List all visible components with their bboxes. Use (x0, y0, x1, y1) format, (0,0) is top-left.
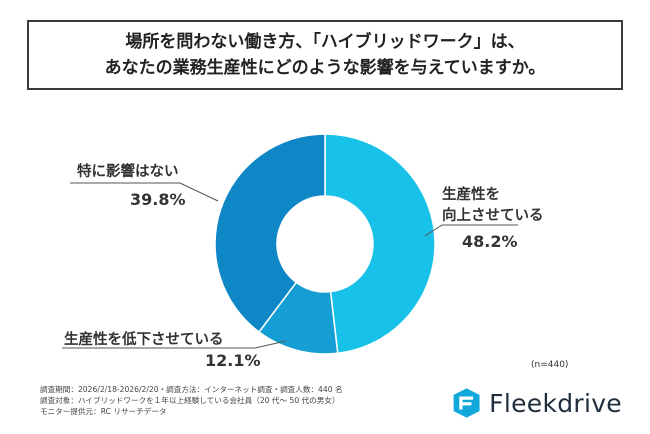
footnote-target: 調査対象：ハイブリッドワークを１年以上経験している会社員（20 代〜 50 代の… (40, 396, 340, 405)
label-improve-line-1: 生産性を (442, 187, 500, 203)
label-no-effect: 特に影響はない (77, 164, 179, 180)
leader-line-improve (424, 224, 518, 237)
label-decline: 生産性を低下させている (64, 332, 224, 348)
donut-slice-no-effect (214, 133, 326, 334)
leader-line-no-effect (70, 182, 219, 202)
survey-footnotes: 調査期間：2026/2/18-2026/2/20・調査方法：インターネット調査・… (40, 384, 343, 417)
chart-title-line-1: 場所を問わない働き方、「ハイブリッドワーク」は、 (125, 32, 525, 52)
label-improve-line-2: 向上させている (442, 208, 544, 224)
brand-logo-text: Fleekdrive (489, 388, 622, 418)
value-no-effect: 39.8% (130, 190, 186, 209)
leader-line-decline (62, 340, 287, 349)
sample-size-note: (n=440) (531, 360, 569, 370)
chart-title-line-2: あなたの業務生産性にどのような影響を与えていますか。 (104, 58, 546, 78)
value-improve: 48.2% (462, 232, 518, 251)
footnote-period: 調査期間：2026/2/18-2026/2/20・調査方法：インターネット調査・… (40, 385, 343, 394)
donut-slice-improve (324, 133, 436, 355)
label-improve: 生産性を 向上させている (442, 183, 544, 225)
chart-title-box: 場所を問わない働き方、「ハイブリッドワーク」は、 あなたの業務生産性にどのような… (27, 20, 623, 90)
footnote-provider: モニター提供元：RC リサーチデータ (40, 407, 167, 416)
value-decline: 12.1% (205, 351, 261, 370)
fleekdrive-logo-icon (453, 388, 480, 418)
brand-logo: Fleekdrive (452, 382, 622, 424)
